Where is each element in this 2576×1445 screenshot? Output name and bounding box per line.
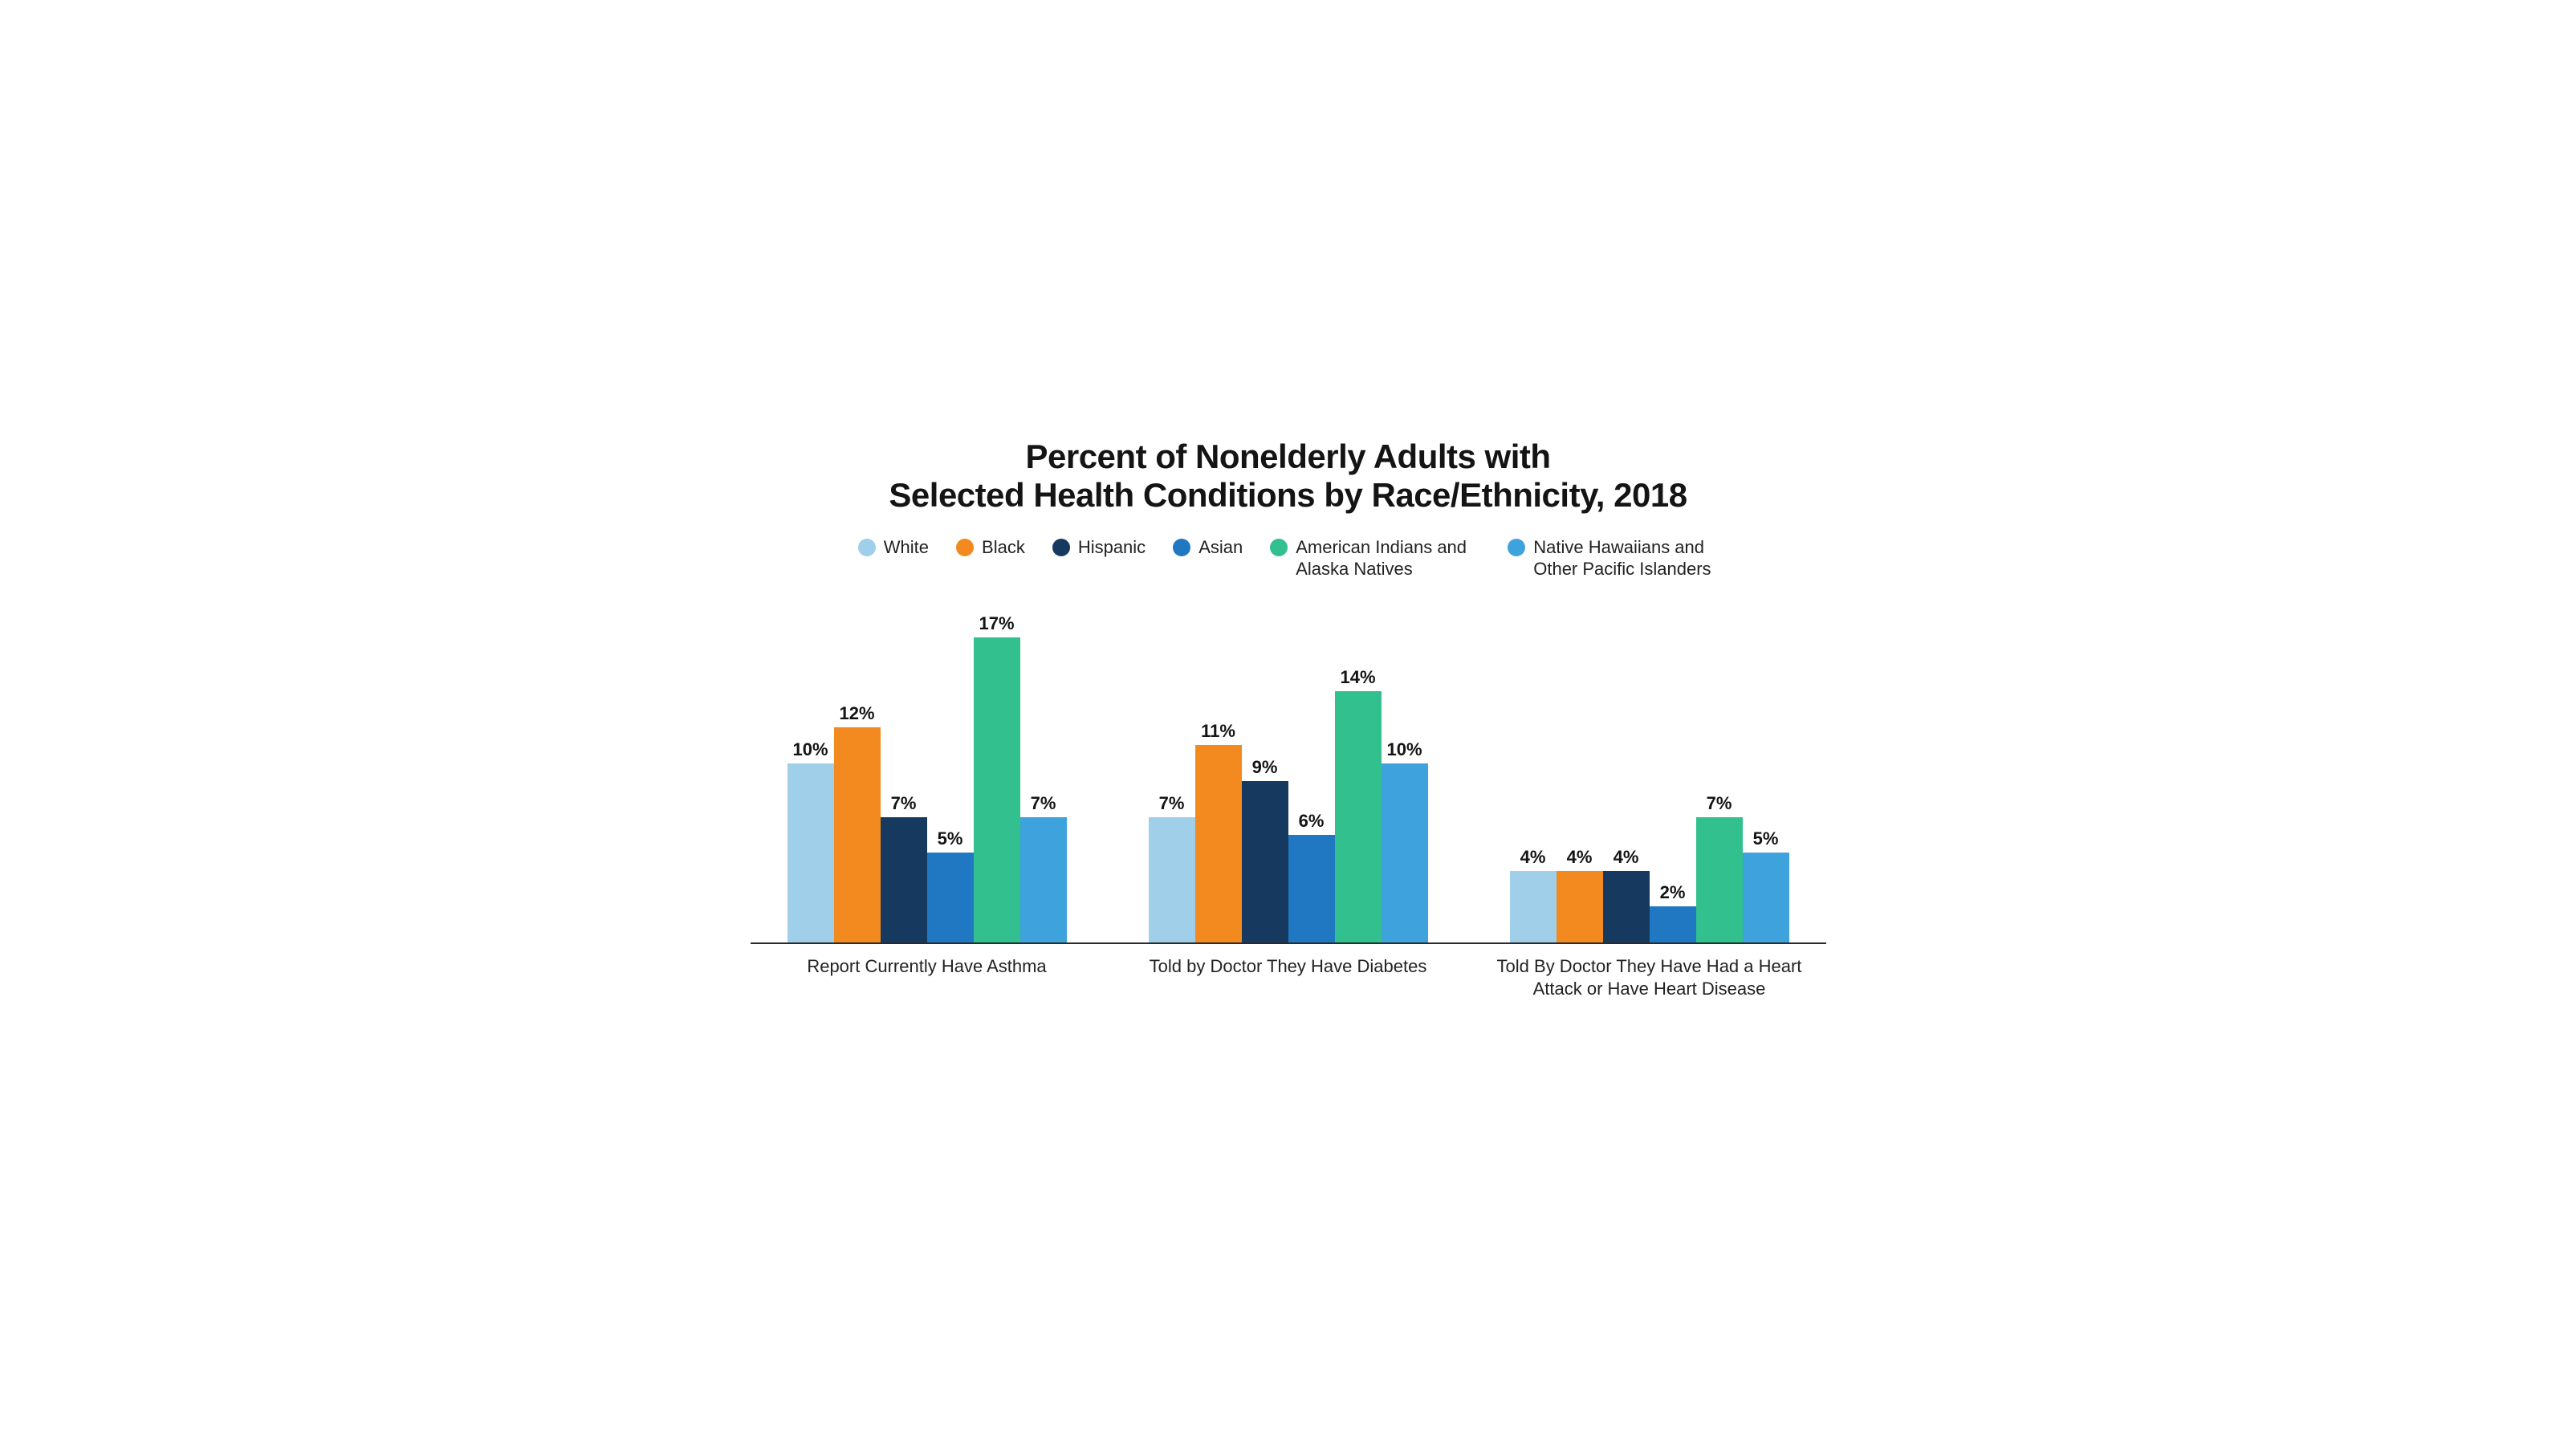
legend-label-aian: American Indians and Alaska Natives	[1296, 537, 1480, 580]
bar-value-label: 12%	[839, 703, 874, 724]
legend-swatch-hispanic	[1052, 539, 1070, 556]
bar-asian	[1650, 906, 1696, 942]
legend-label-nhpi: Native Hawaiians and Other Pacific Islan…	[1533, 537, 1718, 580]
bar-slot-asian: 5%	[927, 828, 974, 942]
title-line-2: Selected Health Conditions by Race/Ethni…	[889, 476, 1687, 514]
bar-value-label: 17%	[979, 613, 1014, 634]
bar-slot-aian: 14%	[1335, 667, 1382, 942]
bar-hispanic	[881, 817, 927, 942]
bar-slot-hispanic: 4%	[1603, 847, 1650, 942]
bar-black	[1195, 745, 1242, 942]
plot-area: 10% 12% 7% 5% 17% 7% 7% 11% 9% 6% 14% 10% 4% 4% 4% 2% 7%…	[751, 607, 1826, 944]
bar-nhpi	[1382, 763, 1428, 943]
bar-aian	[974, 637, 1020, 942]
x-axis-label-0: Report Currently Have Asthma	[759, 955, 1096, 999]
bar-slot-white: 4%	[1510, 847, 1557, 942]
bar-slot-black: 12%	[834, 703, 881, 942]
legend-item-aian: American Indians and Alaska Natives	[1270, 537, 1480, 580]
legend-label-white: White	[884, 537, 929, 558]
bar-black	[834, 727, 881, 942]
bar-slot-asian: 2%	[1650, 882, 1696, 942]
legend-label-black: Black	[982, 537, 1025, 558]
title-line-1: Percent of Nonelderly Adults with	[1025, 438, 1550, 475]
legend-item-black: Black	[956, 537, 1025, 558]
legend-label-asian: Asian	[1198, 537, 1243, 558]
legend-item-white: White	[858, 537, 929, 558]
bar-slot-asian: 6%	[1288, 811, 1335, 942]
bar-slot-white: 10%	[787, 739, 834, 943]
bar-slot-white: 7%	[1149, 793, 1195, 942]
x-axis-label-2: Told By Doctor They Have Had a Heart Att…	[1481, 955, 1818, 999]
bar-slot-nhpi: 5%	[1743, 828, 1789, 942]
x-axis-labels: Report Currently Have Asthma Told by Doct…	[751, 944, 1826, 999]
bar-value-label: 10%	[792, 739, 828, 760]
bar-white	[1510, 871, 1557, 942]
bar-aian	[1335, 691, 1382, 942]
bar-value-label: 4%	[1520, 847, 1546, 868]
bar-hispanic	[1603, 871, 1650, 942]
legend-item-hispanic: Hispanic	[1052, 537, 1146, 558]
bar-slot-black: 4%	[1557, 847, 1603, 942]
bar-slot-nhpi: 10%	[1382, 739, 1428, 943]
bar-hispanic	[1242, 781, 1288, 942]
chart-container: Percent of Nonelderly Adults with Select…	[702, 413, 1874, 1032]
legend-swatch-white	[858, 539, 876, 556]
bar-slot-black: 11%	[1195, 721, 1242, 942]
chart-title: Percent of Nonelderly Adults with Select…	[751, 438, 1826, 515]
bar-value-label: 6%	[1299, 811, 1325, 832]
bar-slot-aian: 17%	[974, 613, 1020, 942]
bar-value-label: 7%	[1159, 793, 1185, 814]
bar-value-label: 4%	[1567, 847, 1593, 868]
legend-item-asian: Asian	[1173, 537, 1243, 558]
bar-black	[1557, 871, 1603, 942]
legend-swatch-aian	[1270, 539, 1288, 556]
bar-slot-nhpi: 7%	[1020, 793, 1067, 942]
bar-asian	[927, 853, 974, 942]
bar-value-label: 11%	[1201, 721, 1235, 742]
bar-slot-hispanic: 7%	[881, 793, 927, 942]
x-axis-label-1: Told by Doctor They Have Diabetes	[1120, 955, 1457, 999]
legend-label-hispanic: Hispanic	[1078, 537, 1146, 558]
bar-value-label: 7%	[1707, 793, 1732, 814]
bar-group-1: 7% 11% 9% 6% 14% 10%	[1120, 607, 1457, 942]
bar-value-label: 9%	[1252, 757, 1278, 778]
bar-value-label: 5%	[938, 828, 963, 849]
bar-value-label: 10%	[1386, 739, 1422, 760]
legend-swatch-asian	[1173, 539, 1190, 556]
bar-slot-hispanic: 9%	[1242, 757, 1288, 942]
bar-value-label: 2%	[1660, 882, 1686, 903]
bar-asian	[1288, 835, 1335, 942]
bar-slot-aian: 7%	[1696, 793, 1743, 942]
bar-group-2: 4% 4% 4% 2% 7% 5%	[1481, 607, 1818, 942]
legend: White Black Hispanic Asian American Indians …	[751, 537, 1826, 580]
bar-aian	[1696, 817, 1743, 942]
bar-value-label: 5%	[1753, 828, 1779, 849]
bar-value-label: 7%	[1031, 793, 1056, 814]
bar-value-label: 14%	[1340, 667, 1375, 688]
bar-nhpi	[1020, 817, 1067, 942]
bar-value-label: 7%	[891, 793, 917, 814]
bar-value-label: 4%	[1614, 847, 1639, 868]
bar-white	[1149, 817, 1195, 942]
legend-swatch-black	[956, 539, 974, 556]
bar-white	[787, 763, 834, 943]
legend-swatch-nhpi	[1508, 539, 1525, 556]
bar-nhpi	[1743, 853, 1789, 942]
legend-item-nhpi: Native Hawaiians and Other Pacific Islan…	[1508, 537, 1718, 580]
bar-group-0: 10% 12% 7% 5% 17% 7%	[759, 607, 1096, 942]
